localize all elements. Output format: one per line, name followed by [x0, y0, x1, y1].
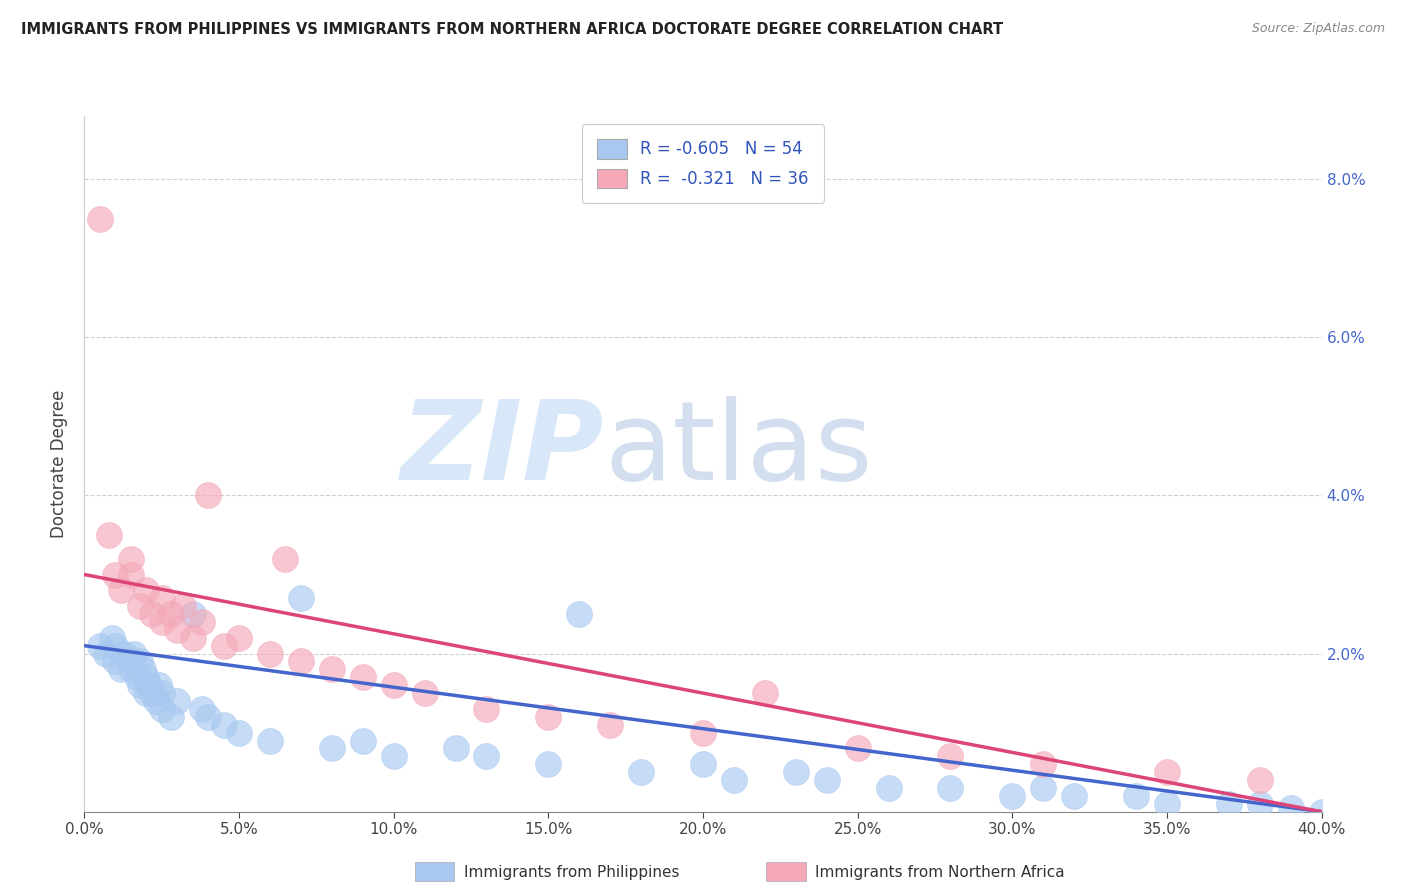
Point: [145, 694, 167, 708]
Point: [160, 710, 183, 724]
Text: IMMIGRANTS FROM PHILIPPINES VS IMMIGRANTS FROM NORTHERN AFRICA DOCTORATE DEGREE : IMMIGRANTS FROM PHILIPPINES VS IMMIGRANT…: [21, 22, 1004, 37]
Point: [1279, 801, 1302, 815]
Point: [228, 631, 250, 645]
Point: [172, 599, 194, 614]
Point: [1156, 797, 1178, 811]
Point: [1218, 797, 1240, 811]
Point: [94, 647, 117, 661]
Y-axis label: Doctorate Degree: Doctorate Degree: [51, 390, 69, 538]
Point: [259, 733, 281, 747]
Point: [939, 780, 962, 795]
Point: [120, 655, 142, 669]
Point: [89, 639, 111, 653]
Point: [138, 678, 160, 692]
Point: [160, 607, 183, 621]
Point: [197, 710, 219, 724]
Point: [104, 567, 127, 582]
Point: [120, 567, 142, 582]
Point: [120, 662, 142, 676]
Point: [1001, 789, 1024, 803]
Point: [1032, 757, 1054, 772]
Point: [939, 749, 962, 764]
Point: [692, 725, 714, 739]
Point: [382, 678, 405, 692]
Point: [132, 662, 155, 676]
Point: [129, 599, 152, 614]
Text: ZIP: ZIP: [401, 396, 605, 503]
Point: [537, 710, 560, 724]
Point: [259, 647, 281, 661]
Point: [475, 702, 498, 716]
Text: atlas: atlas: [605, 396, 873, 503]
Point: [212, 717, 235, 731]
Point: [382, 749, 405, 764]
Point: [1125, 789, 1147, 803]
Point: [191, 702, 214, 716]
Point: [568, 607, 591, 621]
Point: [150, 591, 173, 606]
Point: [110, 583, 132, 598]
Point: [135, 670, 157, 684]
Point: [148, 678, 170, 692]
Point: [815, 773, 838, 788]
Point: [166, 694, 188, 708]
Point: [98, 528, 121, 542]
Point: [228, 725, 250, 739]
Point: [212, 639, 235, 653]
Point: [846, 741, 869, 756]
Point: [181, 631, 204, 645]
Point: [129, 678, 152, 692]
Point: [141, 607, 163, 621]
Point: [321, 662, 343, 676]
Point: [1063, 789, 1085, 803]
Point: [166, 623, 188, 637]
Point: [101, 631, 124, 645]
Point: [197, 488, 219, 502]
Point: [352, 670, 374, 684]
Point: [150, 686, 173, 700]
Point: [1310, 805, 1333, 819]
Text: Immigrants from Northern Africa: Immigrants from Northern Africa: [815, 865, 1066, 880]
Point: [274, 551, 297, 566]
Point: [89, 211, 111, 226]
Point: [129, 655, 152, 669]
Point: [135, 686, 157, 700]
Point: [630, 765, 652, 780]
Point: [181, 607, 204, 621]
Point: [104, 655, 127, 669]
Point: [120, 551, 142, 566]
Point: [191, 615, 214, 629]
Point: [537, 757, 560, 772]
Point: [754, 686, 776, 700]
Point: [122, 647, 145, 661]
Point: [352, 733, 374, 747]
Point: [1032, 780, 1054, 795]
Point: [444, 741, 467, 756]
Point: [1249, 797, 1271, 811]
Text: Immigrants from Philippines: Immigrants from Philippines: [464, 865, 679, 880]
Text: Source: ZipAtlas.com: Source: ZipAtlas.com: [1251, 22, 1385, 36]
Point: [114, 647, 136, 661]
Point: [321, 741, 343, 756]
Point: [135, 583, 157, 598]
Point: [290, 591, 312, 606]
Point: [104, 639, 127, 653]
Point: [141, 686, 163, 700]
Point: [150, 702, 173, 716]
Point: [125, 670, 148, 684]
Point: [723, 773, 745, 788]
Point: [1156, 765, 1178, 780]
Point: [877, 780, 900, 795]
Point: [110, 662, 132, 676]
Point: [150, 615, 173, 629]
Point: [475, 749, 498, 764]
Point: [290, 655, 312, 669]
Point: [599, 717, 621, 731]
Point: [785, 765, 807, 780]
Point: [692, 757, 714, 772]
Legend: R = -0.605   N = 54, R =  -0.321   N = 36: R = -0.605 N = 54, R = -0.321 N = 36: [582, 124, 824, 202]
Point: [413, 686, 436, 700]
Point: [1249, 773, 1271, 788]
